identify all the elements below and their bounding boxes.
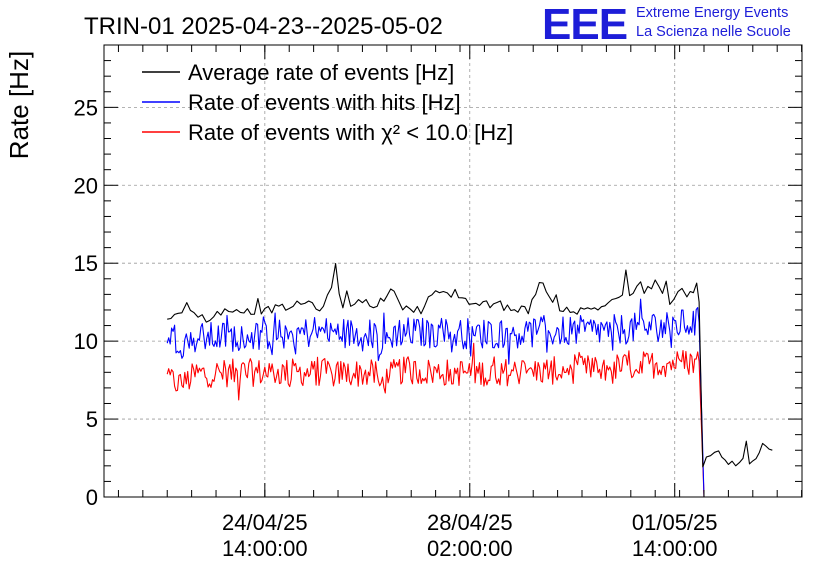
y-tick-label: 25 xyxy=(74,95,98,120)
y-tick-label: 0 xyxy=(86,485,98,510)
x-tick-label-date: 28/04/25 xyxy=(427,510,513,535)
plot-frame xyxy=(103,44,803,498)
y-tick-label: 5 xyxy=(86,407,98,432)
series-line-0 xyxy=(167,263,773,468)
axis-ticks: 051015202524/04/2514:00:0028/04/2502:00:… xyxy=(74,44,803,561)
x-tick-label-time: 14:00:00 xyxy=(632,536,718,561)
series-layer xyxy=(166,263,773,498)
x-tick-label-date: 01/05/25 xyxy=(632,510,718,535)
x-tick-label-time: 02:00:00 xyxy=(427,536,513,561)
x-tick-label-date: 24/04/25 xyxy=(222,510,308,535)
eee-logo-text: Extreme Energy Events La Scienza nelle S… xyxy=(636,4,791,42)
legend-label-2: Rate of events with χ² < 10.0 [Hz] xyxy=(188,120,513,145)
y-axis-label: Rate [Hz] xyxy=(4,51,34,159)
eee-logo: EEE xyxy=(542,0,628,49)
legend-label-1: Rate of events with hits [Hz] xyxy=(188,90,461,115)
x-tick-label-time: 14:00:00 xyxy=(222,536,308,561)
chart-title: TRIN-01 2025-04-23--2025-05-02 xyxy=(84,13,443,40)
series-line-2 xyxy=(166,342,773,498)
logo-line-2: La Scienza nelle Scuole xyxy=(636,24,791,40)
legend-label-0: Average rate of events [Hz] xyxy=(188,60,454,85)
series-line-1 xyxy=(166,298,705,498)
legend: Average rate of events [Hz] Rate of event… xyxy=(142,60,513,145)
y-tick-label: 20 xyxy=(74,173,98,198)
y-tick-label: 15 xyxy=(74,251,98,276)
y-tick-label: 10 xyxy=(74,329,98,354)
logo-line-1: Extreme Energy Events xyxy=(636,5,789,21)
